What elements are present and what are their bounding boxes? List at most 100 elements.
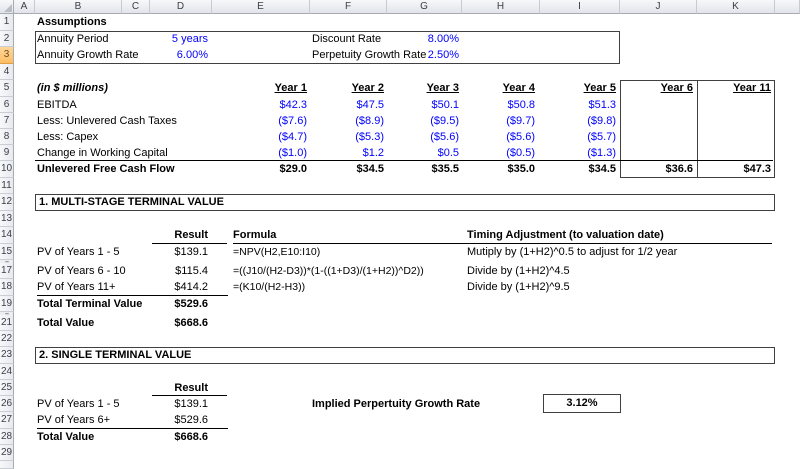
col-header-d[interactable]: D bbox=[150, 0, 212, 14]
working-capital-y5[interactable]: ($1.3) bbox=[587, 147, 616, 159]
pv-years-1-5-label[interactable]: PV of Years 1 - 5 bbox=[37, 246, 120, 258]
row-header-8[interactable]: 8 bbox=[0, 129, 14, 145]
section2-title[interactable]: 2. SINGLE TERMINAL VALUE bbox=[39, 349, 192, 361]
row-header-10[interactable]: 10 bbox=[0, 161, 14, 178]
year5-header[interactable]: Year 5 bbox=[583, 82, 616, 94]
capex-label[interactable]: Less: Capex bbox=[37, 131, 99, 143]
total-terminal-value-label[interactable]: Total Terminal Value bbox=[37, 298, 143, 310]
col-header-b[interactable]: B bbox=[35, 0, 122, 14]
row-header-12[interactable]: 12 bbox=[0, 194, 14, 211]
year4-header[interactable]: Year 4 bbox=[502, 82, 535, 94]
s2-total-value-label[interactable]: Total Value bbox=[37, 431, 95, 443]
cash-taxes-y2[interactable]: ($8.9) bbox=[355, 115, 384, 127]
row-header-29[interactable]: 29 bbox=[0, 445, 14, 461]
working-capital-y1[interactable]: ($1.0) bbox=[278, 147, 307, 159]
ufcf-y1[interactable]: $29.0 bbox=[279, 163, 307, 175]
row-header-3-active[interactable]: 3 bbox=[0, 47, 14, 64]
row-header-14[interactable]: 14 bbox=[0, 227, 14, 244]
section2-result-header[interactable]: Result bbox=[174, 382, 208, 394]
row-header-19[interactable]: 19 bbox=[0, 296, 14, 312]
col-header-k[interactable]: K bbox=[697, 0, 775, 14]
pv-years-11plus-timing[interactable]: Divide by (1+H2)^9.5 bbox=[467, 281, 570, 293]
working-capital-label[interactable]: Change in Working Capital bbox=[37, 147, 168, 159]
pv-years-1-5-result[interactable]: $139.1 bbox=[174, 246, 208, 258]
section1-total-value-label[interactable]: Total Value bbox=[37, 317, 95, 329]
cash-taxes-y5[interactable]: ($9.8) bbox=[587, 115, 616, 127]
pv-years-6-10-formula[interactable]: =((J10/(H2-D3))*(1-((1+D3)/(1+H2))^D2)) bbox=[233, 265, 424, 277]
ebitda-y4[interactable]: $50.8 bbox=[507, 99, 535, 111]
cash-taxes-label[interactable]: Less: Unlevered Cash Taxes bbox=[37, 115, 177, 127]
year2-header[interactable]: Year 2 bbox=[351, 82, 384, 94]
year3-header[interactable]: Year 3 bbox=[426, 82, 459, 94]
row-header-18[interactable]: 18 bbox=[0, 279, 14, 296]
row-header-6[interactable]: 6 bbox=[0, 97, 14, 113]
row-header-2[interactable]: 2 bbox=[0, 31, 14, 47]
perpetuity-growth-label[interactable]: Perpetuity Growth Rate bbox=[312, 49, 427, 61]
capex-y4[interactable]: ($5.6) bbox=[506, 131, 535, 143]
row-header-28[interactable]: 28 bbox=[0, 429, 14, 445]
ufcf-y5[interactable]: $34.5 bbox=[588, 163, 616, 175]
col-header-g[interactable]: G bbox=[387, 0, 462, 14]
hidden-row-20-marker[interactable]: -- bbox=[0, 312, 14, 315]
row-header-22[interactable]: 22 bbox=[0, 331, 14, 347]
row-header-27[interactable]: 27 bbox=[0, 412, 14, 429]
s2-pv-years-1-5-result[interactable]: $139.1 bbox=[174, 398, 208, 410]
section1-result-header[interactable]: Result bbox=[174, 229, 208, 241]
pv-years-6-10-result[interactable]: $115.4 bbox=[175, 265, 208, 277]
hidden-row-16-marker[interactable]: -- bbox=[0, 260, 14, 263]
cash-taxes-y3[interactable]: ($9.5) bbox=[430, 115, 459, 127]
ebitda-y5[interactable]: $51.3 bbox=[588, 99, 616, 111]
perpetuity-growth-value[interactable]: 2.50% bbox=[427, 49, 459, 61]
row-header-24[interactable]: 24 bbox=[0, 364, 14, 380]
working-capital-y2[interactable]: $1.2 bbox=[362, 147, 384, 159]
capex-y3[interactable]: ($5.6) bbox=[430, 131, 459, 143]
select-all-corner[interactable] bbox=[0, 0, 14, 14]
col-header-h[interactable]: H bbox=[462, 0, 540, 14]
section1-title[interactable]: 1. MULTI-STAGE TERMINAL VALUE bbox=[39, 196, 224, 208]
row-header-23[interactable]: 23 bbox=[0, 347, 14, 364]
annuity-period-label[interactable]: Annuity Period bbox=[37, 33, 109, 45]
ufcf-y6[interactable]: $36.6 bbox=[665, 163, 693, 175]
year1-header[interactable]: Year 1 bbox=[274, 82, 307, 94]
annuity-growth-value[interactable]: 6.00% bbox=[176, 49, 208, 61]
ufcf-y3[interactable]: $35.5 bbox=[431, 163, 459, 175]
row-header-17[interactable]: 17 bbox=[0, 263, 14, 279]
row-header-11[interactable]: 11 bbox=[0, 178, 14, 194]
row-header-9[interactable]: 9 bbox=[0, 145, 14, 161]
pv-years-1-5-formula[interactable]: =NPV(H2,E10:I10) bbox=[233, 246, 321, 258]
s2-pv-years-6plus-result[interactable]: $529.6 bbox=[174, 414, 208, 426]
ebitda-y1[interactable]: $42.3 bbox=[279, 99, 307, 111]
row-header-21[interactable]: 21 bbox=[0, 315, 14, 331]
col-header-f[interactable]: F bbox=[310, 0, 387, 14]
discount-rate-label[interactable]: Discount Rate bbox=[312, 33, 382, 45]
pv-years-1-5-timing[interactable]: Mutiply by (1+H2)^0.5 to adjust for 1/2 … bbox=[467, 246, 678, 258]
row-header-13[interactable]: 13 bbox=[0, 211, 14, 227]
year6-header[interactable]: Year 6 bbox=[660, 82, 693, 94]
ufcf-label[interactable]: Unlevered Free Cash Flow bbox=[37, 163, 175, 175]
section1-total-value-result[interactable]: $668.6 bbox=[174, 317, 208, 329]
row-header-15[interactable]: 15 bbox=[0, 244, 14, 260]
total-terminal-value-result[interactable]: $529.6 bbox=[174, 298, 208, 310]
annuity-growth-label[interactable]: Annuity Growth Rate bbox=[37, 49, 139, 61]
ufcf-y2[interactable]: $34.5 bbox=[356, 163, 384, 175]
capex-y1[interactable]: ($4.7) bbox=[278, 131, 307, 143]
s2-pv-years-6plus-label[interactable]: PV of Years 6+ bbox=[37, 414, 111, 426]
col-header-partial[interactable] bbox=[775, 0, 800, 14]
discount-rate-value[interactable]: 8.00% bbox=[427, 33, 459, 45]
col-header-c[interactable]: C bbox=[122, 0, 150, 14]
implied-growth-label[interactable]: Implied Perpertuity Growth Rate bbox=[312, 398, 481, 410]
capex-y2[interactable]: ($5.3) bbox=[355, 131, 384, 143]
s2-total-value-result[interactable]: $668.6 bbox=[174, 431, 208, 443]
col-header-a[interactable]: A bbox=[14, 0, 35, 14]
row-header-1[interactable]: 1 bbox=[0, 14, 14, 31]
section1-formula-header[interactable]: Formula bbox=[233, 229, 277, 241]
ebitda-y2[interactable]: $47.5 bbox=[356, 99, 384, 111]
col-header-e[interactable]: E bbox=[212, 0, 310, 14]
implied-growth-value[interactable]: 3.12% bbox=[566, 397, 598, 409]
col-header-j[interactable]: J bbox=[620, 0, 697, 14]
assumptions-title[interactable]: Assumptions bbox=[37, 16, 107, 28]
working-capital-y4[interactable]: ($0.5) bbox=[506, 147, 535, 159]
ebitda-y3[interactable]: $50.1 bbox=[431, 99, 459, 111]
row-header-5[interactable]: 5 bbox=[0, 80, 14, 97]
row-header-4[interactable]: 4 bbox=[0, 64, 14, 80]
